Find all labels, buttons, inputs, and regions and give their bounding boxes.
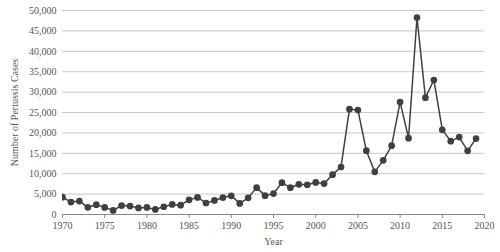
svg-text:2005: 2005 [348,220,368,231]
svg-text:45,000: 45,000 [29,25,57,36]
svg-text:1990: 1990 [221,220,241,231]
svg-text:1975: 1975 [95,220,115,231]
svg-text:30,000: 30,000 [29,86,57,97]
svg-text:1970: 1970 [53,220,73,231]
svg-text:20,000: 20,000 [29,127,57,138]
svg-text:Number of Pertussis Cases: Number of Pertussis Cases [9,59,20,167]
svg-text:2015: 2015 [432,220,452,231]
svg-text:40,000: 40,000 [29,46,57,57]
svg-text:10,000: 10,000 [29,168,57,179]
svg-text:35,000: 35,000 [29,66,57,77]
svg-text:0: 0 [52,209,57,220]
svg-text:50,000: 50,000 [29,5,57,16]
svg-text:Year: Year [264,236,283,247]
svg-text:1985: 1985 [179,220,199,231]
svg-text:2020: 2020 [475,220,495,231]
svg-text:1995: 1995 [264,220,284,231]
svg-text:2010: 2010 [390,220,410,231]
svg-text:15,000: 15,000 [29,148,57,159]
svg-text:2000: 2000 [306,220,326,231]
svg-text:25,000: 25,000 [29,107,57,118]
svg-text:1980: 1980 [137,220,157,231]
svg-text:5,000: 5,000 [34,188,57,199]
